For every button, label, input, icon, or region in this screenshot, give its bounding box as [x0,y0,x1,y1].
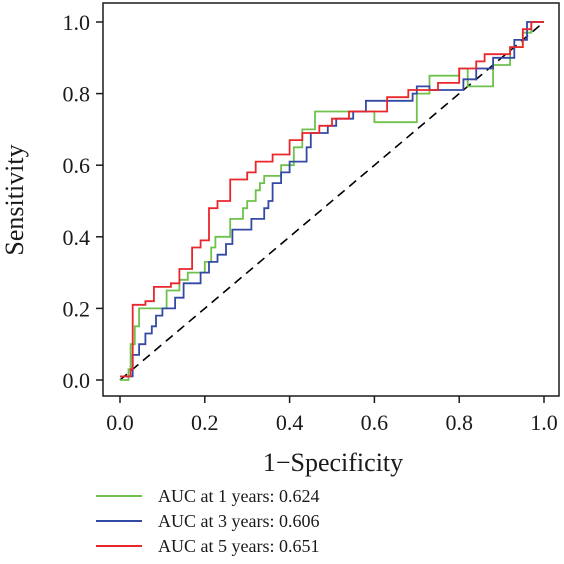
series-layer [120,21,544,381]
x-tick-label: 0.4 [276,410,304,435]
x-tick-label: 0.6 [361,410,389,435]
x-axis-label: 1−Specificity [263,448,403,477]
x-tick-label: 0.0 [106,410,134,435]
x-tick-label: 1.0 [530,410,558,435]
legend-label-1: AUC at 1 years: 0.624 [158,486,319,506]
series-line-3 [120,21,544,378]
x-tick-label: 0.2 [191,410,219,435]
y-tick-label: 0.6 [63,153,91,178]
legend-label-3: AUC at 5 years: 0.651 [158,536,319,556]
y-axis-label: Sensitivity [0,144,29,255]
legend-label-2: AUC at 3 years: 0.606 [158,511,319,531]
y-tick-label: 1.0 [63,10,91,35]
x-axis: 0.0 0.2 0.4 0.6 0.8 1.0 [106,396,558,435]
y-tick-label: 0.2 [63,296,91,321]
y-tick-label: 0.4 [63,225,91,250]
y-tick-label: 0.8 [63,82,91,107]
legend: AUC at 1 years: 0.624 AUC at 3 years: 0.6… [96,486,319,556]
reference-diagonal-line [119,21,545,381]
series-line-1 [120,21,544,381]
y-axis: 0.0 0.2 0.4 0.6 0.8 1.0 [63,10,103,393]
x-tick-label: 0.8 [445,410,473,435]
plot-area [102,2,560,397]
y-tick-label: 0.0 [63,368,91,393]
plot-frame [102,2,560,397]
